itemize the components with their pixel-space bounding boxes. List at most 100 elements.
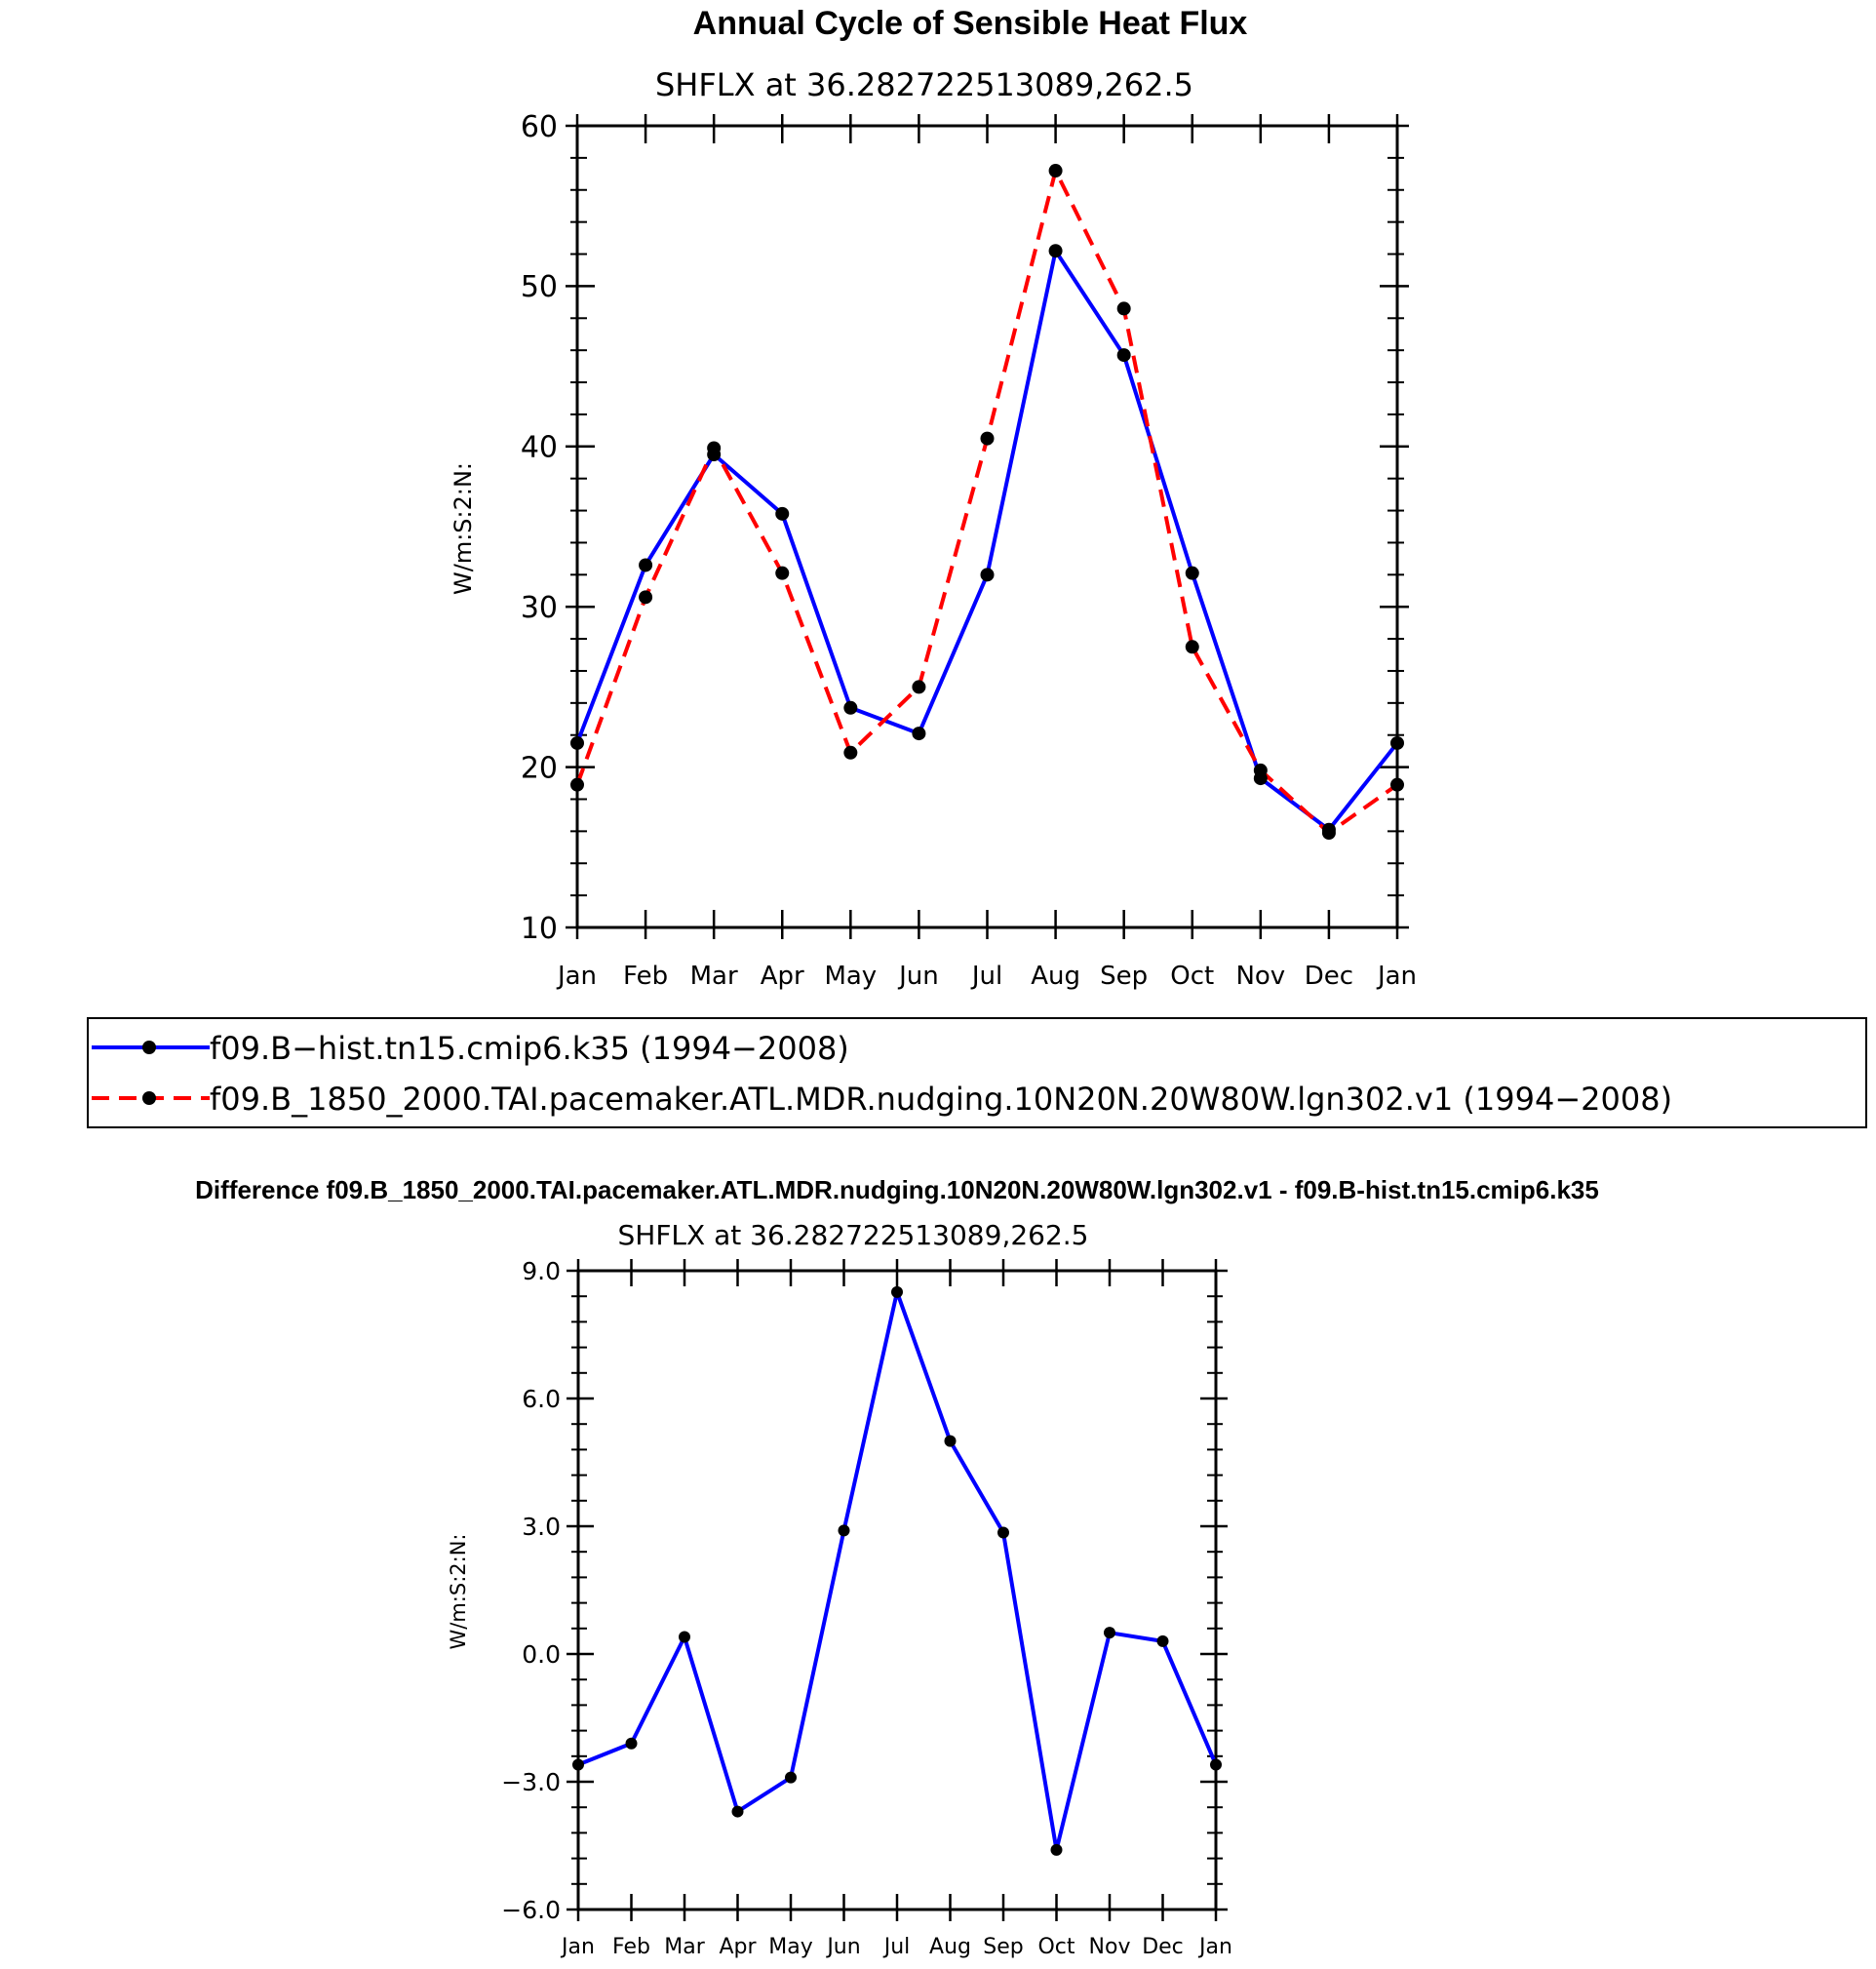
series-line-2 xyxy=(575,169,1399,836)
x-tick-label: Oct xyxy=(1037,1935,1075,1959)
bottom-chart-series xyxy=(572,1285,1222,1856)
series-1-point xyxy=(838,1524,850,1537)
y-tick-label: 0.0 xyxy=(522,1640,561,1669)
x-tick-label: Jul xyxy=(882,1935,911,1959)
top-chart-plot-frame xyxy=(575,124,1399,929)
top-chart-ylabel: W/m:S:2:N: xyxy=(449,462,477,595)
series-1-point xyxy=(1185,566,1199,580)
series-2-point xyxy=(1116,301,1131,316)
bottom-chart-plot-frame xyxy=(576,1269,1218,1911)
series-2-point xyxy=(707,441,722,455)
bottom-chart-y-tick-labels: −6.0 −3.0 0.0 3.0 6.0 9.0 xyxy=(501,1257,561,1924)
x-tick-label: Mar xyxy=(690,962,738,991)
x-tick-label: Sep xyxy=(1100,962,1148,991)
series-1-point xyxy=(1104,1627,1115,1639)
bottom-chart-ylabel: W/m:S:2:N: xyxy=(447,1534,470,1650)
legend: f09.B−hist.tn15.cmip6.k35 (1994−2008) f0… xyxy=(87,1017,1867,1128)
series-1-point xyxy=(1116,348,1131,363)
series-1-point xyxy=(891,1285,903,1298)
x-tick-label: Mar xyxy=(664,1935,705,1959)
y-tick-label: −6.0 xyxy=(501,1896,561,1924)
top-chart: SHFLX at 36.282722513089,262.5 W/m:S:2:N… xyxy=(449,66,1417,991)
y-tick-label: 20 xyxy=(521,751,558,785)
x-tick-label: Jun xyxy=(897,962,939,991)
x-tick-label: Dec xyxy=(1305,962,1353,991)
series-1-point xyxy=(679,1631,690,1643)
x-tick-label: Aug xyxy=(1031,962,1080,991)
series-line-1 xyxy=(575,249,1399,832)
x-tick-label: Jan xyxy=(1197,1935,1232,1959)
series-2-point xyxy=(843,745,858,760)
series-2-point xyxy=(570,777,584,792)
x-tick-label: Jan xyxy=(556,962,597,991)
y-tick-label: 40 xyxy=(521,431,558,465)
series-2-point xyxy=(639,590,653,605)
series-1-point xyxy=(997,1526,1009,1539)
y-tick-label: 60 xyxy=(521,110,558,144)
y-tick-label: 30 xyxy=(521,591,558,625)
series-1-point xyxy=(775,506,790,521)
top-chart-series xyxy=(570,164,1404,841)
series-1-point xyxy=(843,700,858,715)
y-tick-label: 10 xyxy=(521,912,558,946)
legend-entry-2-label: f09.B_1850_2000.TAI.pacemaker.ATL.MDR.nu… xyxy=(210,1081,1672,1118)
legend-entry-1-marker xyxy=(142,1041,156,1054)
x-tick-label: Oct xyxy=(1170,962,1214,991)
y-tick-label: 6.0 xyxy=(522,1385,561,1413)
x-tick-label: Aug xyxy=(929,1935,971,1959)
bottom-chart: Difference f09.B_1850_2000.TAI.pacemaker… xyxy=(195,1175,1599,1959)
x-tick-label: Jan xyxy=(560,1935,595,1959)
y-tick-label: 3.0 xyxy=(522,1513,561,1541)
x-tick-label: Nov xyxy=(1089,1935,1131,1959)
series-2-point xyxy=(1185,640,1199,654)
series-2-point xyxy=(1390,777,1404,792)
series-2-point xyxy=(1321,826,1336,841)
x-tick-label: May xyxy=(824,962,877,991)
legend-entry-2-marker xyxy=(142,1091,156,1105)
x-tick-label: Feb xyxy=(623,962,668,991)
x-tick-label: Apr xyxy=(761,962,804,991)
series-1-point xyxy=(639,558,653,572)
series-1-point xyxy=(912,727,926,741)
bottom-chart-x-tick-labels: Jan Feb Mar Apr May Jun Jul Aug Sep Oct Nov Dec Jan xyxy=(560,1935,1232,1959)
series-2-point xyxy=(775,566,790,580)
bottom-chart-ticks xyxy=(567,1259,1228,1921)
legend-box xyxy=(87,1017,1867,1128)
x-tick-label: Jan xyxy=(1376,962,1417,991)
y-tick-label: −3.0 xyxy=(501,1768,561,1796)
top-chart-subtitle: SHFLX at 36.282722513089,262.5 xyxy=(655,66,1193,103)
y-tick-label: 50 xyxy=(521,270,558,304)
legend-entry-1-label: f09.B−hist.tn15.cmip6.k35 (1994−2008) xyxy=(210,1030,849,1067)
series-1-point xyxy=(625,1737,638,1750)
series-1-point xyxy=(1050,1843,1063,1856)
x-tick-label: Sep xyxy=(983,1935,1023,1959)
x-tick-label: Nov xyxy=(1235,962,1285,991)
series-1-point xyxy=(944,1435,957,1447)
series-2-point xyxy=(1048,164,1063,178)
series-2-point xyxy=(980,431,995,446)
series-1-point xyxy=(731,1805,744,1818)
x-tick-label: Dec xyxy=(1142,1935,1184,1959)
x-tick-label: May xyxy=(768,1935,812,1959)
figure-title: Annual Cycle of Sensible Heat Flux xyxy=(693,5,1248,42)
series-1-point xyxy=(572,1758,584,1771)
series-1-point xyxy=(1156,1634,1169,1647)
top-chart-y-tick-labels: 10 20 30 40 50 60 xyxy=(521,110,558,946)
top-chart-x-tick-labels: Jan Feb Mar Apr May Jun Jul Aug Sep Oct Nov Dec Jan xyxy=(556,962,1417,991)
series-2-point xyxy=(912,680,926,694)
series-2-point xyxy=(1253,763,1268,777)
bottom-chart-subtitle: SHFLX at 36.282722513089,262.5 xyxy=(617,1219,1088,1251)
series-1-point xyxy=(570,735,584,750)
series-1-point xyxy=(980,568,995,582)
x-tick-label: Feb xyxy=(612,1935,650,1959)
x-tick-label: Jun xyxy=(825,1935,860,1959)
y-tick-label: 9.0 xyxy=(522,1257,561,1285)
series-1-point xyxy=(785,1771,797,1784)
series-1-point xyxy=(1390,735,1404,750)
series-line-1 xyxy=(577,1289,1218,1852)
x-tick-label: Jul xyxy=(970,962,1002,991)
x-tick-label: Apr xyxy=(719,1935,757,1959)
bottom-chart-title: Difference f09.B_1850_2000.TAI.pacemaker… xyxy=(195,1175,1599,1204)
top-chart-ticks xyxy=(566,114,1409,939)
